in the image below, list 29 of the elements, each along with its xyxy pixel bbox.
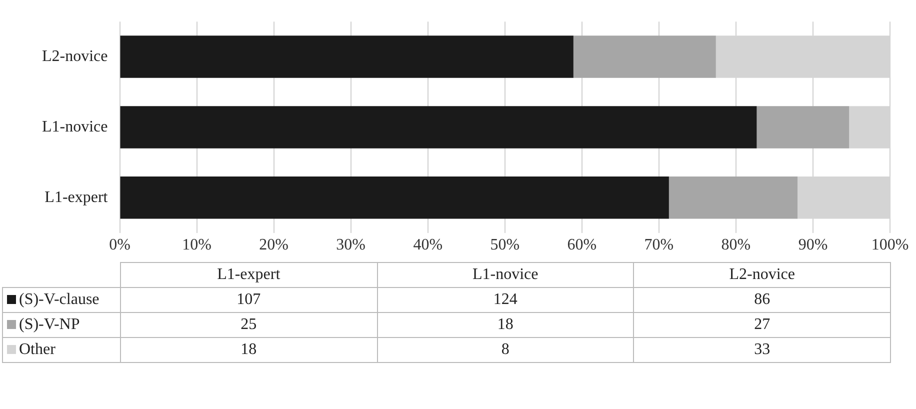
x-tick-label: 90%	[798, 236, 828, 254]
category-label: L2-novice	[634, 262, 890, 288]
x-tick-label: 40%	[413, 236, 443, 254]
data-label: 124	[377, 288, 634, 312]
data-label: 18	[120, 338, 377, 362]
data-label: 33	[634, 338, 890, 362]
data-label: 18	[377, 312, 634, 338]
x-tick-label: 100%	[871, 236, 909, 254]
y-tick-label: L2-novice	[42, 48, 108, 66]
x-tick-label: 0%	[109, 236, 130, 254]
legend-label: (S)-V-NP	[2, 312, 120, 338]
x-tick-label: 50%	[490, 236, 520, 254]
y-tick-label: L1-expert	[44, 188, 108, 206]
x-tick-label: 80%	[721, 236, 751, 254]
x-tick-label: 10%	[182, 236, 212, 254]
data-label: 8	[377, 338, 634, 362]
category-label: L1-novice	[377, 262, 634, 288]
y-tick-label: L1-novice	[42, 118, 108, 136]
x-tick-label: 20%	[259, 236, 288, 254]
x-tick-label: 30%	[336, 236, 366, 254]
legend-label: Other	[2, 338, 120, 362]
x-tick-label: 70%	[644, 236, 674, 254]
category-label: L1-expert	[120, 262, 377, 288]
data-label: 86	[634, 288, 890, 312]
data-label: 27	[634, 312, 890, 338]
x-tick-label: 60%	[567, 236, 597, 254]
data-label: 107	[120, 288, 377, 312]
legend-label: (S)-V-clause	[2, 288, 120, 312]
data-label: 25	[120, 312, 377, 338]
